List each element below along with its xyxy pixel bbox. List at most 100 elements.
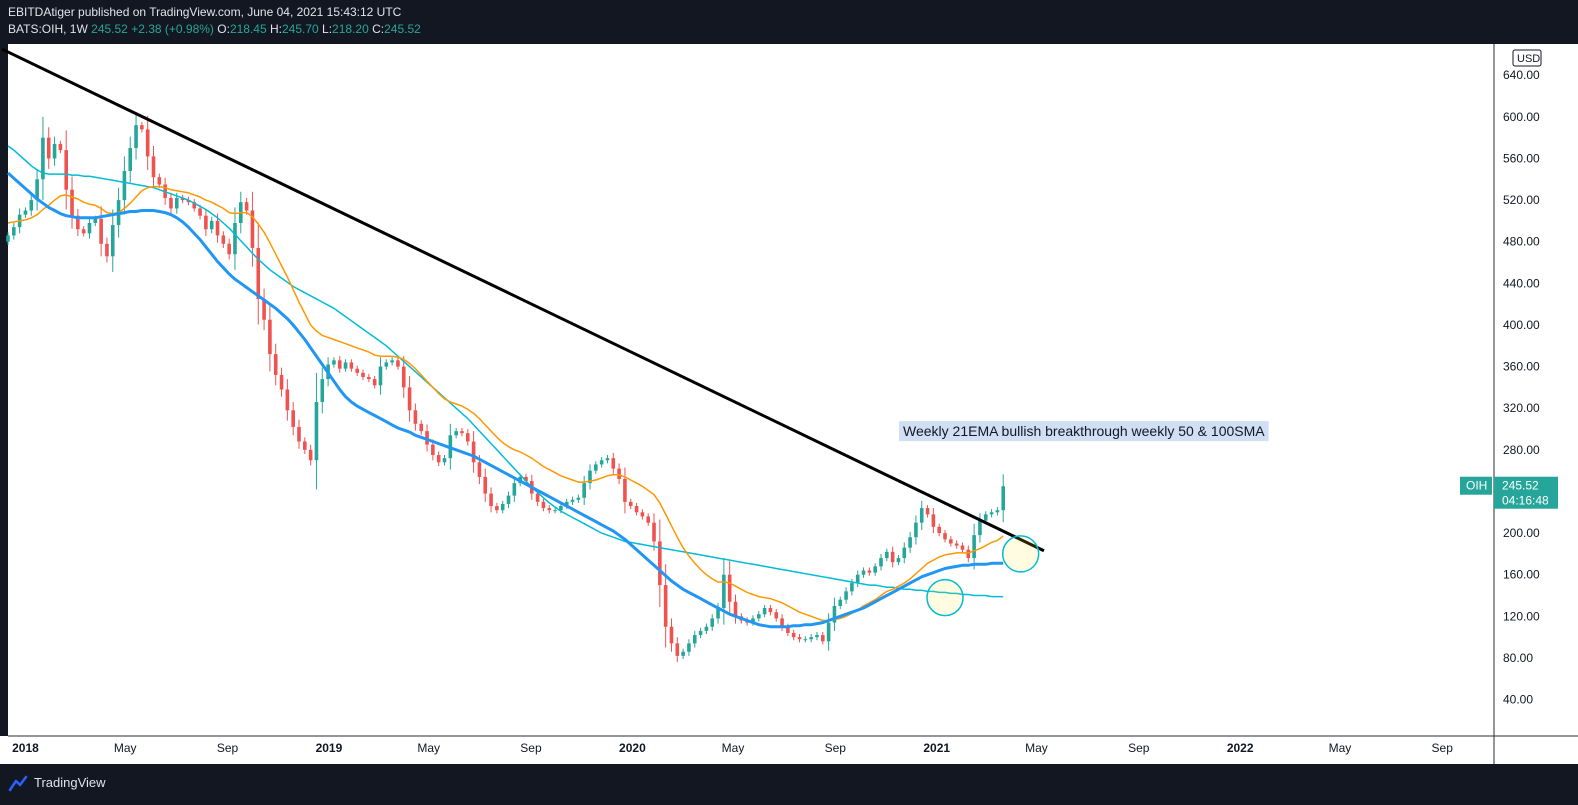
price-scale[interactable] bbox=[1494, 44, 1578, 736]
candle-body bbox=[826, 622, 831, 642]
chart-header: EBITDAtiger published on TradingView.com… bbox=[0, 0, 1578, 44]
close-label: C: bbox=[372, 22, 385, 36]
tradingview-brand[interactable]: TradingView bbox=[34, 775, 106, 790]
annotation-box[interactable] bbox=[899, 421, 1269, 442]
candle-body bbox=[145, 129, 150, 157]
candle-body bbox=[850, 583, 854, 592]
candle-body bbox=[262, 298, 266, 320]
candle-body bbox=[140, 125, 144, 130]
trendline-layer bbox=[1, 47, 1045, 553]
x-axis-labels: 2018 May Sep 2019 May Sep 2020 May Sep 2021 May Sep… bbox=[12, 741, 1453, 755]
candle-body bbox=[797, 637, 802, 640]
plot-area[interactable] bbox=[8, 44, 1494, 736]
candle-body bbox=[244, 202, 249, 211]
candle-body bbox=[821, 635, 825, 642]
candle-body bbox=[698, 630, 703, 636]
candle-body bbox=[716, 608, 720, 619]
crossover-circle[interactable] bbox=[1001, 535, 1040, 573]
candle-body bbox=[221, 235, 226, 244]
candle-body bbox=[943, 533, 947, 540]
candle-body bbox=[762, 608, 767, 615]
candle-body bbox=[611, 458, 616, 469]
trendline[interactable] bbox=[1, 47, 1045, 553]
x-tick-label: May bbox=[114, 741, 137, 755]
candle-body bbox=[582, 483, 586, 498]
candle-body bbox=[669, 626, 674, 644]
candle-body bbox=[559, 506, 563, 511]
candle-body bbox=[652, 522, 656, 542]
candle-body bbox=[70, 189, 74, 216]
y-tick-label: 560.00 bbox=[1503, 151, 1540, 165]
candle-body bbox=[733, 601, 738, 617]
candle-body bbox=[524, 476, 528, 482]
candle-body bbox=[384, 362, 389, 367]
low-value: 218.20 bbox=[332, 22, 369, 36]
y-tick-label: 120.00 bbox=[1503, 609, 1540, 623]
candle-body bbox=[436, 455, 441, 463]
candle-body bbox=[6, 235, 10, 242]
y-tick-label: 440.00 bbox=[1503, 276, 1540, 290]
candle-body bbox=[390, 360, 394, 363]
candle-body bbox=[454, 431, 458, 436]
currency-box[interactable] bbox=[1512, 49, 1542, 67]
candle-body bbox=[756, 614, 761, 619]
candle-body bbox=[791, 632, 796, 638]
candle-body bbox=[157, 177, 162, 185]
candle-body bbox=[396, 360, 400, 367]
candle-body bbox=[687, 643, 691, 652]
price-chart[interactable]: Weekly 21EMA bullish breakthrough weekly… bbox=[0, 0, 1578, 764]
y-tick-label: 40.00 bbox=[1503, 693, 1533, 707]
y-tick-label: 640.00 bbox=[1503, 68, 1540, 82]
candle-body bbox=[646, 516, 650, 523]
candle-body bbox=[337, 360, 342, 369]
last-price: 245.52 bbox=[91, 22, 128, 36]
candle-body bbox=[52, 143, 57, 159]
candle-body bbox=[914, 522, 918, 538]
tradingview-logo-icon[interactable] bbox=[8, 774, 28, 794]
time-scale[interactable] bbox=[0, 736, 1578, 764]
symbol-name[interactable]: BATS:OIH, 1W bbox=[8, 22, 88, 36]
candle-body bbox=[803, 639, 808, 641]
candle-body bbox=[960, 545, 965, 550]
candle-body bbox=[809, 637, 813, 640]
candle-body bbox=[588, 470, 592, 484]
candle-body bbox=[134, 125, 138, 149]
candle-body bbox=[273, 354, 278, 375]
candle-body bbox=[268, 319, 272, 355]
y-tick-label: 80.00 bbox=[1503, 651, 1533, 665]
x-tick-label: Sep bbox=[520, 741, 542, 755]
candle-body bbox=[815, 635, 819, 638]
candle-body bbox=[186, 200, 191, 203]
highlight-circles bbox=[926, 535, 1040, 617]
candle-body bbox=[401, 366, 406, 388]
crossover-circle[interactable] bbox=[926, 578, 964, 617]
candle-body bbox=[634, 506, 639, 513]
candle-body bbox=[1001, 486, 1006, 511]
candle-body bbox=[442, 458, 447, 463]
candle-body bbox=[343, 362, 348, 369]
candle-body bbox=[151, 156, 156, 178]
candle-body bbox=[471, 441, 476, 463]
candle-body bbox=[896, 558, 901, 563]
candle-body bbox=[204, 215, 208, 230]
candle-body bbox=[995, 510, 1000, 513]
candle-body bbox=[949, 539, 953, 544]
candle-body bbox=[308, 449, 313, 461]
candle-body bbox=[692, 635, 697, 644]
candle-body bbox=[873, 566, 877, 573]
candle-body bbox=[838, 599, 843, 606]
candle-body bbox=[209, 220, 214, 230]
candle-body bbox=[12, 227, 16, 236]
candle-body bbox=[628, 501, 633, 507]
x-tick-label: Sep bbox=[1432, 741, 1454, 755]
candle-body bbox=[279, 374, 284, 390]
symbol-tag-box bbox=[1460, 476, 1492, 495]
candle-body bbox=[361, 372, 365, 377]
candles-layer bbox=[6, 113, 1006, 663]
candle-body bbox=[500, 503, 505, 511]
candle-body bbox=[512, 483, 517, 496]
candle-body bbox=[349, 362, 354, 369]
candle-body bbox=[658, 541, 662, 586]
candle-body bbox=[495, 506, 499, 511]
close-value: 245.52 bbox=[384, 22, 421, 36]
